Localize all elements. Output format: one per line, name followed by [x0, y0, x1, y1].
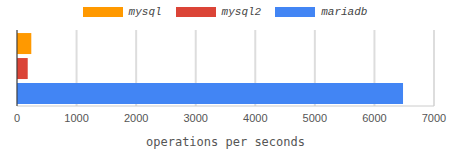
svg-text:2000: 2000 [124, 112, 148, 124]
html-text:mysql2: mysql2 [221, 6, 262, 18]
html-text:mariadb: mariadb [321, 6, 368, 18]
svg-text:4000: 4000 [243, 112, 267, 124]
svg-text:6000: 6000 [362, 112, 386, 124]
svg-text:5000: 5000 [303, 112, 327, 124]
svg-text:3000: 3000 [183, 112, 207, 124]
svg-text:0: 0 [14, 112, 20, 124]
html-text:mysql: mysql [128, 6, 162, 18]
svg-text:7000: 7000 [422, 112, 442, 124]
svg-text:1000: 1000 [64, 112, 88, 124]
svg-text:operations per seconds: operations per seconds [146, 135, 305, 149]
